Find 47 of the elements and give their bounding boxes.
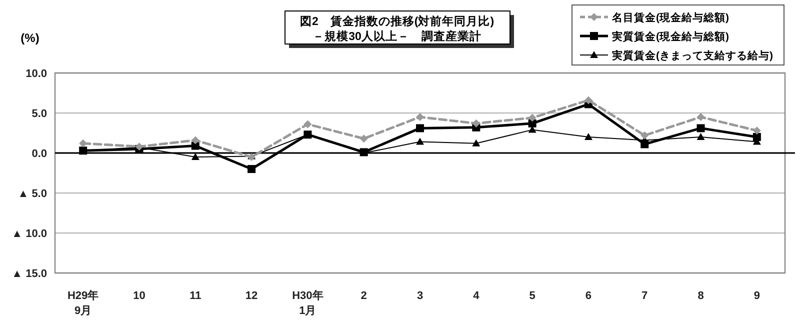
point — [584, 96, 592, 104]
point — [640, 131, 649, 140]
chart-subtitle: －規模30人以上－ 調査産業計 — [312, 29, 482, 43]
point — [191, 136, 200, 144]
point — [584, 133, 592, 140]
x-tick-label: 7 — [642, 290, 648, 302]
point — [472, 139, 480, 146]
point — [472, 119, 480, 128]
x-tick-label: H30年 1月 — [292, 289, 324, 317]
point — [696, 113, 705, 121]
point — [416, 138, 424, 145]
point — [416, 113, 424, 121]
x-tick-label: 11 — [190, 290, 202, 302]
point — [416, 124, 424, 132]
point — [640, 140, 649, 148]
y-tick-label: 5.0 — [32, 108, 47, 120]
point — [752, 126, 761, 135]
point — [528, 114, 536, 122]
point — [248, 165, 256, 173]
point — [696, 133, 705, 140]
x-tick-label: 6 — [585, 290, 592, 302]
legend-label: 実質賃金(きまって支給する給与) — [611, 49, 773, 62]
x-tick-label: 12 — [245, 290, 258, 302]
y-axis-title: (%) — [20, 31, 40, 45]
x-tick-label: 9 — [754, 290, 760, 302]
x-tick-label: 2 — [360, 290, 367, 302]
point — [360, 134, 368, 143]
point — [696, 124, 705, 132]
point — [191, 153, 200, 160]
x-tick-label: 5 — [529, 290, 536, 302]
x-tick-label: 10 — [133, 290, 146, 302]
y-tick-label: 10.0 — [26, 68, 47, 80]
point — [752, 133, 761, 141]
legend-label: 実質賃金(現金給与総額) — [611, 30, 729, 43]
y-tick-label: ▲ 5.0 — [18, 188, 47, 200]
point — [304, 120, 312, 128]
y-tick-label: 0.0 — [32, 148, 47, 160]
x-tick-label: 3 — [416, 290, 424, 302]
y-tick-label: ▲ 10.0 — [12, 228, 47, 240]
point — [528, 119, 536, 128]
y-tick-label: ▲ 15.0 — [12, 268, 47, 280]
x-tick-label: 4 — [473, 290, 480, 302]
chart-title: 図2 賃金指数の推移(対前年同月比) — [300, 14, 494, 28]
x-tick-label: 8 — [698, 290, 704, 302]
x-tick-label: H29年 9月 — [67, 289, 99, 317]
point — [191, 142, 200, 150]
legend-label: 名目賃金(現金給与総額) — [611, 11, 729, 24]
